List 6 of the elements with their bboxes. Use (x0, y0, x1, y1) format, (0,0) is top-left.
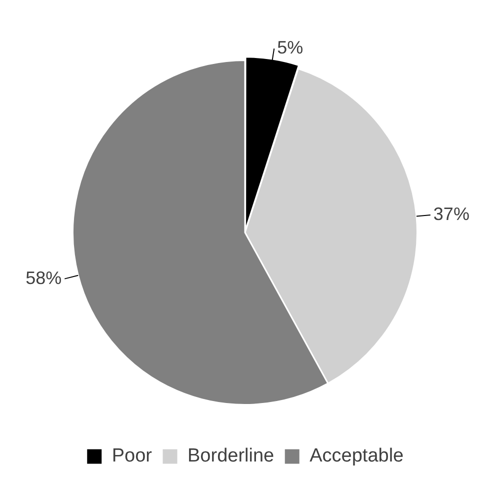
data-label: 58% (26, 268, 62, 288)
data-label: 5% (277, 38, 304, 58)
data-label: 37% (433, 204, 470, 224)
legend-label: Acceptable (310, 446, 404, 467)
legend-label: Poor (112, 446, 153, 467)
legend-label: Borderline (188, 446, 274, 467)
